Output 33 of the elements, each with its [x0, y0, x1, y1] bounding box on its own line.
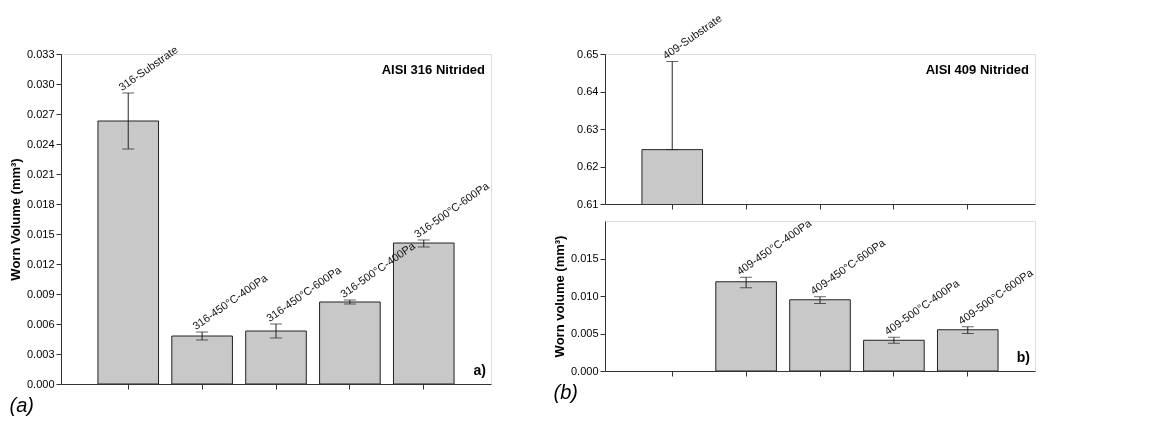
y-tick-label: 0.033 [26, 47, 55, 60]
y-tick-label: 0.012 [26, 257, 55, 270]
y-tick-label: 0.015 [570, 252, 599, 264]
y-tick-label: 0.024 [26, 137, 55, 150]
y-tick-label: 0.030 [26, 77, 55, 90]
annotation: b) [1016, 349, 1030, 365]
y-tick-label: 0.000 [26, 377, 55, 390]
y-tick-label: 0.61 [577, 197, 599, 210]
y-tick-label: 0.64 [577, 85, 599, 97]
bar [171, 335, 233, 384]
y-tick-label: 0.027 [26, 107, 55, 120]
y-tick-label: 0.000 [570, 364, 599, 377]
y-tick-label: 0.003 [26, 347, 55, 360]
annotation: a) [473, 362, 486, 378]
y-tick-label: 0.005 [570, 327, 599, 339]
bar [863, 339, 925, 371]
y-axis-title: Worn volume (mm³) [551, 235, 567, 358]
y-tick-label: 0.62 [577, 160, 599, 172]
y-tick-label: 0.018 [26, 197, 55, 210]
y-tick-label: 0.009 [26, 287, 55, 300]
y-axis-title: Worn Volume (mm³) [7, 158, 23, 281]
y-tick-label: 0.65 [577, 47, 599, 60]
text: (b) [553, 380, 578, 403]
y-tick-label: 0.006 [26, 317, 55, 330]
y-tick-label: 0.015 [26, 227, 55, 240]
y-tick-label: 0.63 [577, 122, 599, 135]
text: AISI 409 Nitrided [925, 62, 1030, 77]
y-tick-label: 0.021 [26, 167, 55, 180]
y-tick-label: 0.010 [570, 289, 599, 302]
text: (a) [9, 393, 34, 416]
bar [715, 281, 777, 371]
text: AISI 316 Nitrided [381, 62, 486, 77]
bar [789, 299, 851, 371]
